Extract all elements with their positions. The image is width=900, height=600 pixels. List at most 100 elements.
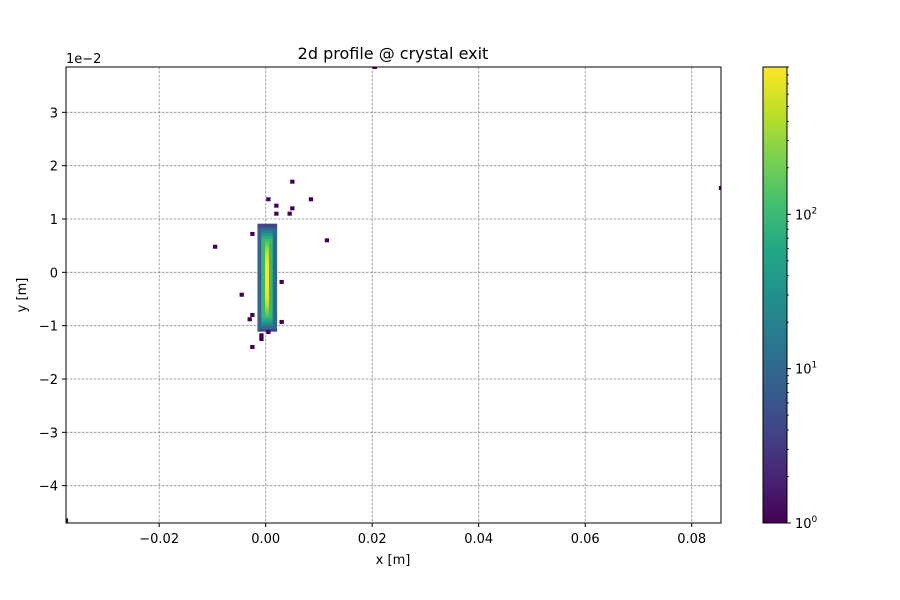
x-tick-label: −0.02 (139, 532, 179, 547)
histogram-bin (268, 295, 274, 300)
histogram-bin (261, 309, 266, 313)
histogram-bin (265, 298, 270, 303)
histogram-bin (272, 247, 278, 252)
histogram-bin (261, 245, 266, 249)
histogram-bin (268, 261, 274, 265)
histogram-bin (257, 271, 262, 276)
histogram-bin (268, 250, 274, 255)
histogram-bin (268, 285, 274, 289)
histogram-bin (268, 239, 274, 244)
histogram-bin (272, 303, 278, 308)
colorbar-tick-exponent: 0 (812, 515, 818, 525)
histogram-bin (272, 325, 278, 329)
histogram-bin (257, 274, 262, 279)
histogram-bin (261, 271, 266, 276)
histogram-bin (268, 287, 274, 292)
histogram-bin (261, 293, 266, 297)
histogram-bin (265, 247, 270, 252)
histogram-bin (261, 250, 266, 255)
histogram-bin (272, 229, 278, 233)
histogram-bin (272, 274, 278, 279)
histogram-bin (268, 293, 274, 297)
histogram-bin (257, 317, 262, 321)
histogram-bin (272, 322, 278, 327)
histogram-bin (265, 319, 270, 324)
histogram-bin (259, 333, 264, 338)
plot-area: −0.02 0.00 0.02 0.04 0.06 0.08 3 2 1 0 −1 −2 −3 −4 (39, 66, 722, 547)
histogram-bin (261, 290, 266, 295)
histogram-bin (261, 247, 266, 252)
histogram-bin (265, 303, 270, 308)
histogram-bin (257, 277, 262, 281)
histogram-bin (268, 253, 274, 257)
histogram-bin (257, 295, 262, 300)
histogram-bin (265, 271, 270, 276)
histogram-bin (268, 311, 274, 316)
histogram-bin (272, 314, 278, 319)
histogram-bin (272, 327, 278, 332)
histogram-bin (257, 231, 262, 236)
histogram-bin (257, 261, 262, 265)
histogram-bin (272, 255, 278, 260)
histogram-bin (257, 234, 262, 239)
x-tick-label: 0.02 (358, 532, 387, 547)
histogram-bins (66, 67, 721, 523)
histogram-bin (268, 314, 274, 319)
histogram-bin (274, 211, 279, 216)
y-axis-label: y [m] (15, 278, 30, 313)
histogram-bin (272, 317, 278, 321)
histogram-bin (274, 203, 279, 208)
histogram-bin (257, 223, 262, 228)
histogram-bin (257, 293, 262, 297)
histogram-bin (265, 295, 270, 300)
y-tick-label: 2 (50, 160, 58, 175)
histogram-bin (261, 223, 266, 228)
histogram-bin (257, 255, 262, 260)
histogram-bin (261, 266, 266, 271)
histogram-bin (268, 279, 274, 284)
histogram-bin (272, 239, 278, 244)
histogram-bin (261, 255, 266, 260)
histogram-bin (268, 317, 274, 321)
chart-title: 2d profile @ crystal exit (298, 44, 489, 63)
histogram-bin (247, 317, 252, 322)
histogram-bin (308, 197, 314, 202)
histogram-bin (265, 245, 270, 249)
y-tick-label: −1 (39, 320, 58, 335)
histogram-bin (265, 277, 270, 281)
histogram-bin (257, 319, 262, 324)
histogram-bin (261, 234, 266, 239)
histogram-bin (268, 258, 274, 263)
histogram-bin (287, 211, 292, 216)
x-axis-ticks: −0.02 0.00 0.02 0.04 0.06 0.08 (139, 523, 706, 547)
histogram-bin (372, 67, 378, 69)
histogram-bin (261, 279, 266, 284)
histogram-bin (257, 250, 262, 255)
histogram-bin (265, 282, 270, 287)
histogram-bin (250, 313, 255, 317)
colorbar-tick-base: 10 (795, 517, 812, 532)
histogram-bin (257, 306, 262, 311)
histogram-bin (268, 234, 274, 239)
histogram-bin (257, 325, 262, 329)
histogram-bin (265, 309, 270, 313)
histogram-bin (261, 322, 266, 327)
histogram-bin (257, 226, 262, 231)
colorbar-tick-exponent: 1 (812, 361, 818, 371)
y-tick-label: −3 (39, 426, 58, 441)
histogram-bin (718, 186, 721, 191)
histogram-bin (257, 327, 262, 332)
plot-background (66, 67, 721, 523)
histogram-bin (272, 258, 278, 263)
histogram-bin (257, 287, 262, 292)
histogram-bin (272, 237, 278, 241)
histogram-bin (268, 271, 274, 276)
histogram-bin (268, 226, 274, 231)
histogram-bin (265, 322, 270, 327)
histogram-bin (265, 269, 270, 273)
histogram-bin (268, 325, 274, 329)
histogram-bin (268, 277, 274, 281)
histogram-bin (266, 330, 271, 335)
histogram-bin (257, 269, 262, 273)
